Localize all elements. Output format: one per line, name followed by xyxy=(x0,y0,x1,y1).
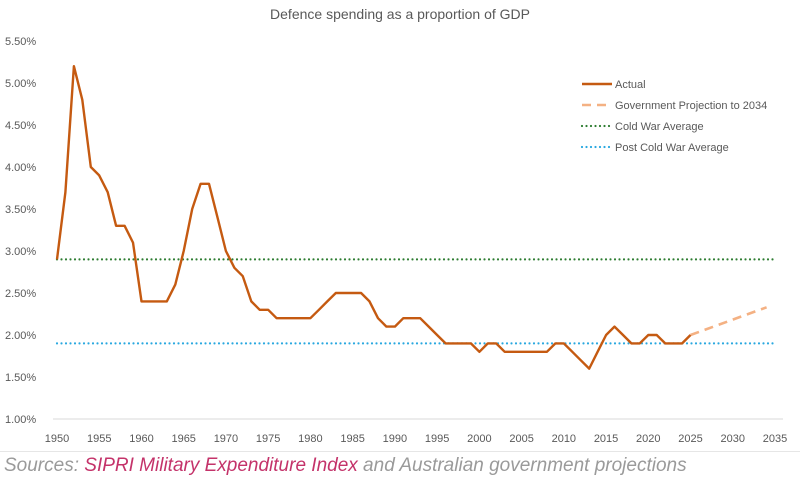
legend-item: Cold War Average xyxy=(580,121,704,133)
x-tick-label: 1960 xyxy=(129,433,153,445)
legend-label: Cold War Average xyxy=(615,121,704,133)
actual-line xyxy=(55,64,692,370)
x-axis: 1950 1955 1960 1965 1970 1975 1980 1985 1990 1995… xyxy=(45,433,787,445)
y-tick-label: 1.50% xyxy=(5,372,36,384)
series-layer xyxy=(55,64,777,370)
chart: Defence spending as a proportion of GDP … xyxy=(5,6,787,445)
x-tick-label: 1995 xyxy=(425,433,449,445)
y-tick-label: 5.50% xyxy=(5,36,36,48)
x-tick-label: 1985 xyxy=(340,433,364,445)
x-tick-label: 1950 xyxy=(45,433,69,445)
x-tick-label: 2035 xyxy=(763,433,787,445)
x-tick-label: 2010 xyxy=(552,433,576,445)
footer-suffix: and Australian government projections xyxy=(357,455,687,476)
x-tick-label: 1955 xyxy=(87,433,111,445)
y-tick-label: 4.00% xyxy=(5,162,36,174)
footer-prefix: Sources: xyxy=(4,455,85,476)
legend-label: Post Cold War Average xyxy=(615,142,729,154)
footer-divider xyxy=(0,451,800,452)
x-tick-label: 2005 xyxy=(509,433,533,445)
legend-label: Actual xyxy=(615,79,646,91)
government-projection-to-2034-line xyxy=(690,306,768,337)
y-axis: 1.00% 1.50% 2.00% 2.50% 3.00% 3.50% 4.00% 4.50%… xyxy=(5,36,36,426)
legend-item: Post Cold War Average xyxy=(580,142,729,154)
x-tick-label: 1965 xyxy=(171,433,195,445)
legend: Actual Government Projection to 2034 Cold … xyxy=(580,79,767,154)
x-tick-label: 1970 xyxy=(214,433,238,445)
chart-title: Defence spending as a proportion of GDP xyxy=(270,6,530,22)
x-tick-label: 1990 xyxy=(383,433,407,445)
x-tick-label: 2000 xyxy=(467,433,491,445)
x-tick-label: 2020 xyxy=(636,433,660,445)
sources-footer: Sources: SIPRI Military Expenditure Inde… xyxy=(4,455,687,477)
x-tick-label: 2025 xyxy=(678,433,702,445)
x-tick-label: 1975 xyxy=(256,433,280,445)
legend-item: Government Projection to 2034 xyxy=(582,100,767,112)
legend-item: Actual xyxy=(582,79,646,91)
y-tick-label: 3.00% xyxy=(5,246,36,258)
y-tick-label: 3.50% xyxy=(5,204,36,216)
y-tick-label: 5.00% xyxy=(5,78,36,90)
sipri-link[interactable]: SIPRI Military Expenditure Index xyxy=(84,455,358,476)
x-tick-label: 1980 xyxy=(298,433,322,445)
y-tick-label: 2.50% xyxy=(5,288,36,300)
x-tick-label: 2015 xyxy=(594,433,618,445)
y-tick-label: 4.50% xyxy=(5,120,36,132)
y-tick-label: 2.00% xyxy=(5,330,36,342)
legend-label: Government Projection to 2034 xyxy=(615,100,767,112)
y-tick-label: 1.00% xyxy=(5,414,36,426)
x-tick-label: 2030 xyxy=(721,433,745,445)
